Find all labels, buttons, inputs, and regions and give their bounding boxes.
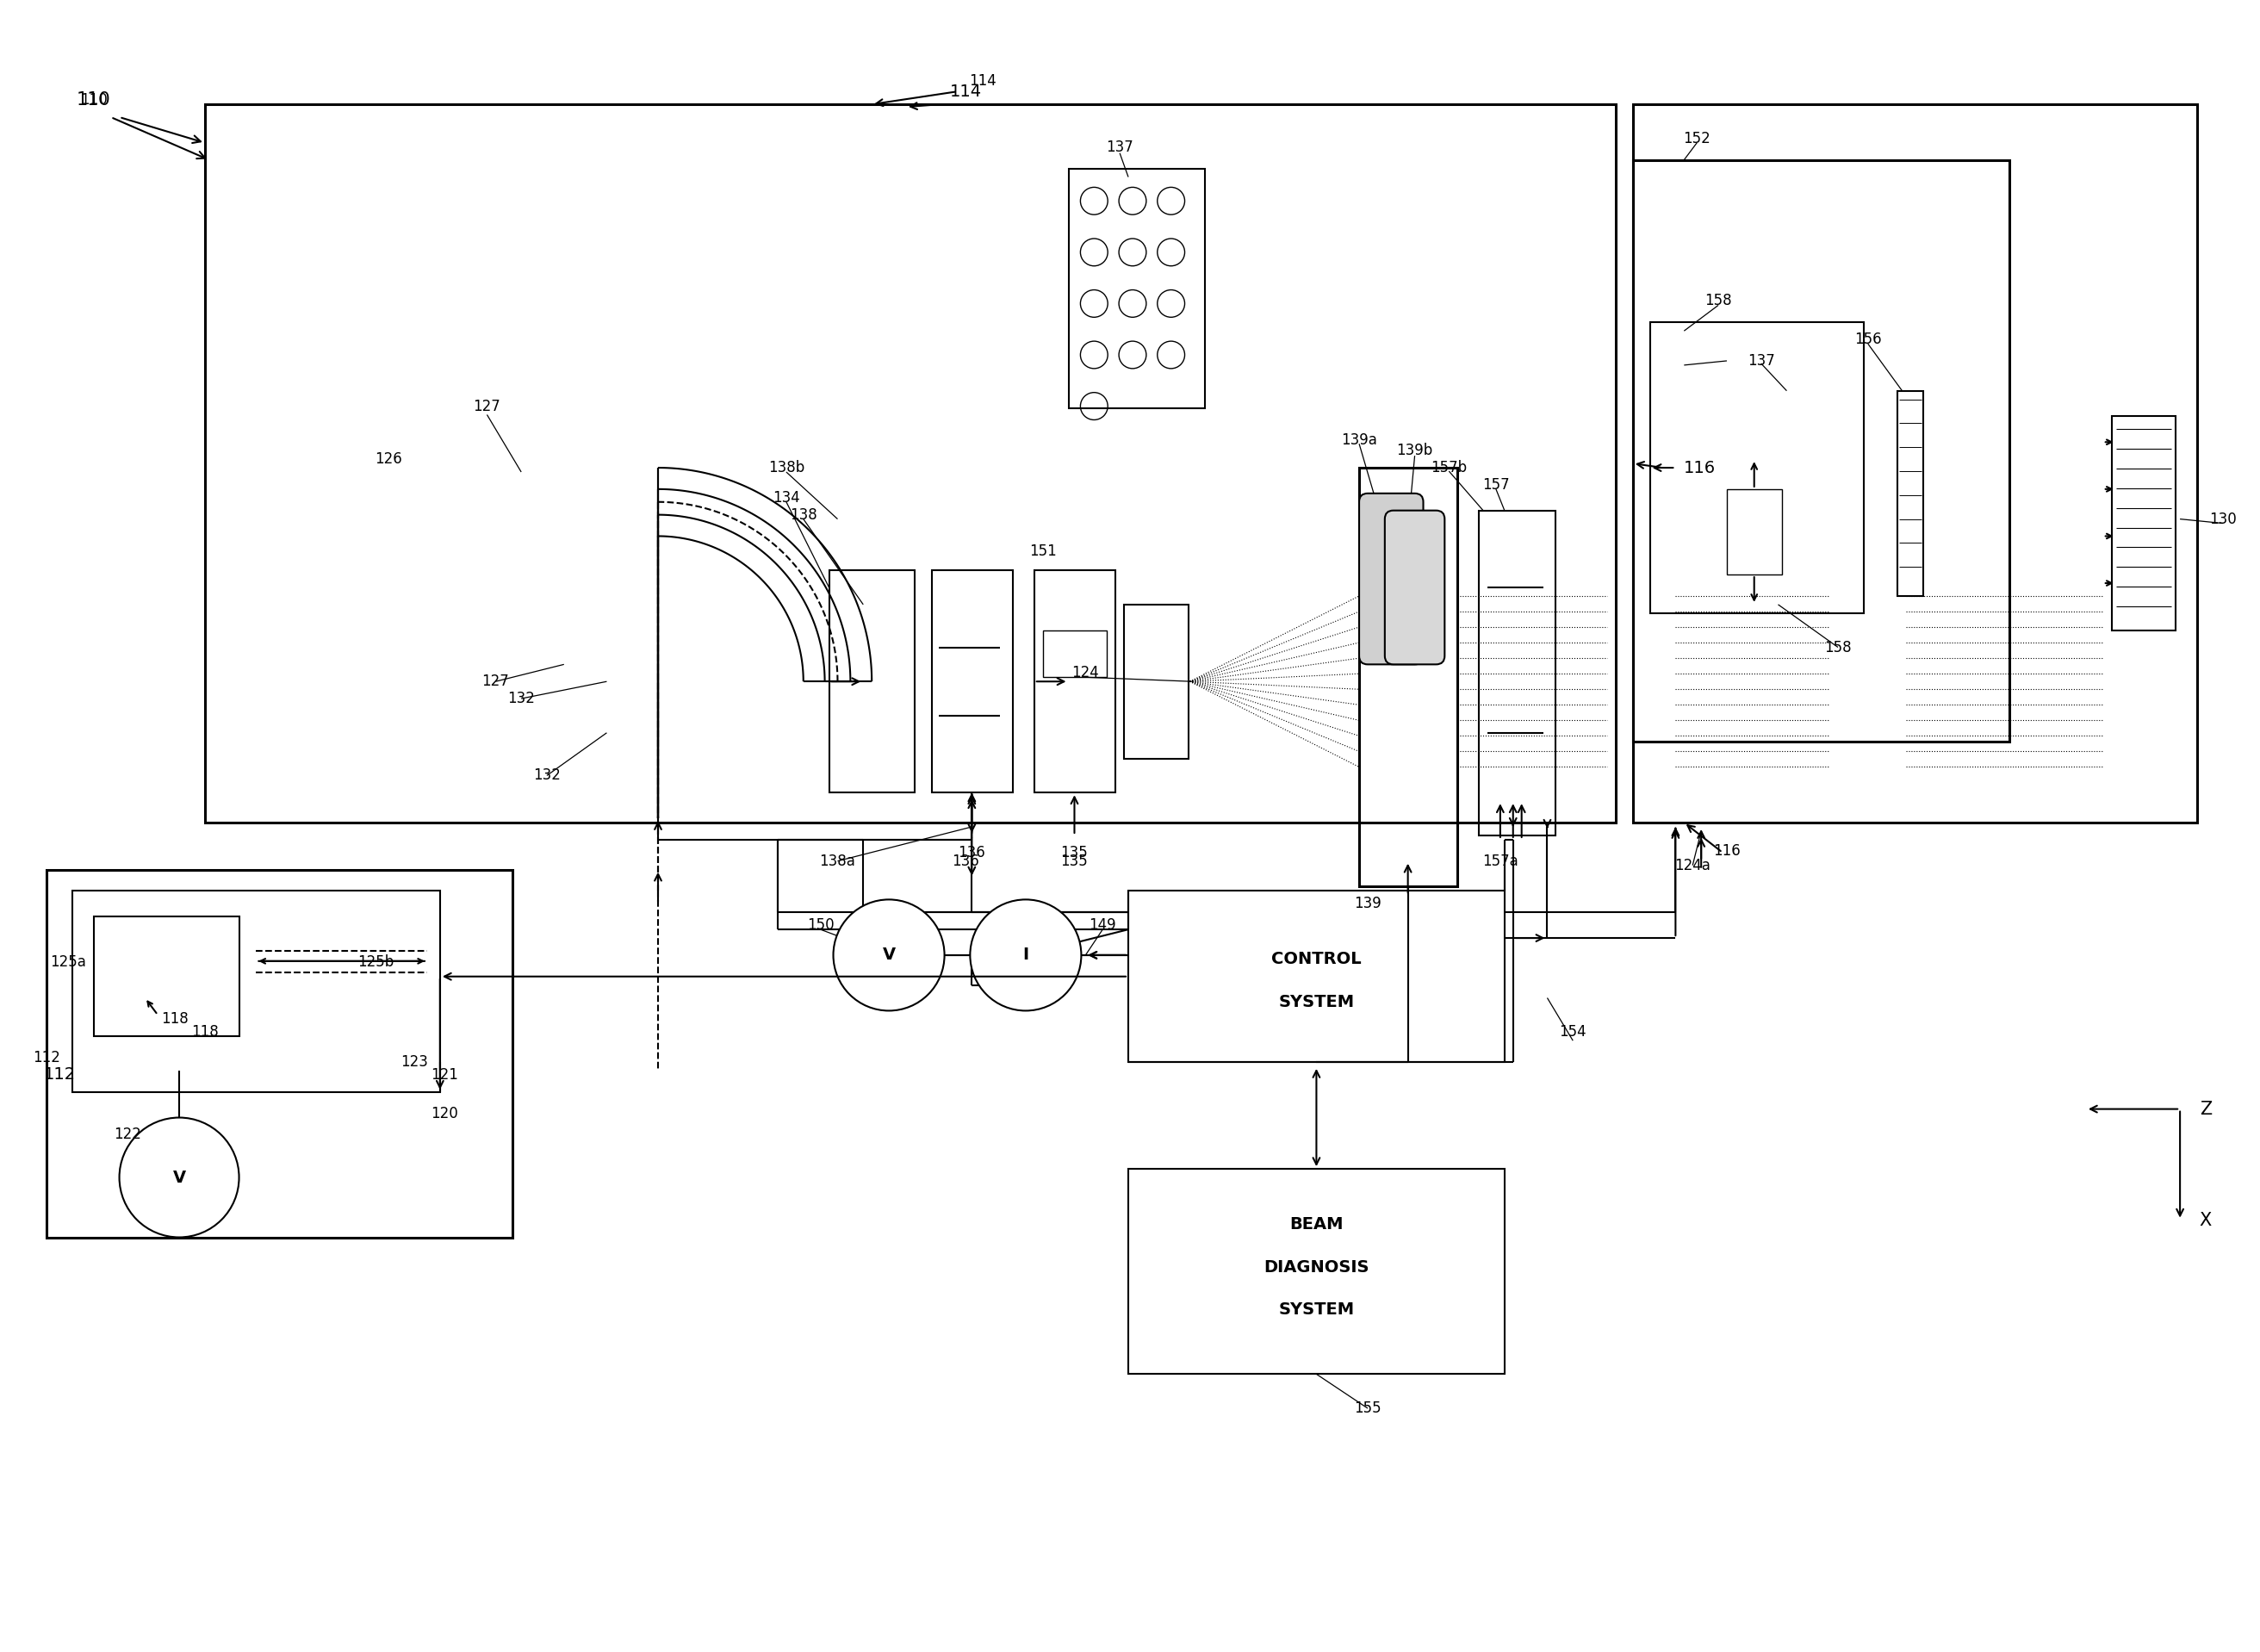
Text: 136: 136 — [958, 844, 985, 861]
Text: 125a: 125a — [50, 955, 86, 970]
Circle shape — [834, 900, 945, 1011]
Text: 121: 121 — [429, 1067, 459, 1082]
Text: 156: 156 — [1853, 332, 1883, 347]
Text: I: I — [1022, 947, 1028, 963]
Text: BEAM: BEAM — [1290, 1216, 1342, 1232]
Text: 158: 158 — [1824, 639, 1851, 656]
Text: 120: 120 — [432, 1105, 459, 1122]
Text: 152: 152 — [1684, 131, 1711, 147]
Text: 135: 135 — [1060, 854, 1087, 869]
Text: 132: 132 — [508, 691, 536, 707]
Bar — [1358, 468, 1458, 887]
Text: 116: 116 — [1684, 459, 1715, 476]
Bar — [1632, 160, 2009, 742]
Bar — [1650, 322, 1864, 613]
Text: 139a: 139a — [1340, 433, 1376, 448]
Text: 110: 110 — [77, 91, 111, 109]
Bar — [2111, 416, 2176, 629]
Text: 125b: 125b — [357, 955, 393, 970]
Text: 137: 137 — [1747, 354, 1774, 368]
Text: Z: Z — [2199, 1100, 2213, 1118]
Bar — [1128, 890, 1505, 1062]
Bar — [829, 570, 915, 793]
Text: 138: 138 — [789, 507, 818, 522]
Text: SYSTEM: SYSTEM — [1279, 995, 1354, 1011]
Text: 110: 110 — [79, 93, 108, 107]
Text: 137: 137 — [1105, 139, 1135, 155]
Text: 127: 127 — [472, 398, 502, 415]
Bar — [1035, 570, 1116, 793]
Text: V: V — [881, 947, 895, 963]
Text: 114: 114 — [949, 83, 981, 99]
Text: 138a: 138a — [820, 854, 857, 869]
Bar — [1069, 169, 1205, 408]
Text: 126: 126 — [375, 451, 402, 468]
Text: 139: 139 — [1354, 895, 1381, 912]
Bar — [72, 890, 441, 1092]
Bar — [93, 917, 240, 1036]
Text: 130: 130 — [2208, 510, 2237, 527]
Text: 118: 118 — [160, 1011, 188, 1028]
Text: 139b: 139b — [1397, 443, 1433, 458]
Text: 118: 118 — [192, 1024, 219, 1039]
Bar — [931, 570, 1012, 793]
Text: 122: 122 — [115, 1127, 142, 1143]
Bar — [206, 104, 1616, 823]
Text: 150: 150 — [807, 917, 834, 933]
Text: DIAGNOSIS: DIAGNOSIS — [1263, 1259, 1370, 1275]
Bar — [1478, 510, 1555, 836]
Text: V: V — [172, 1170, 185, 1186]
Bar — [1128, 1170, 1505, 1374]
Text: CONTROL: CONTROL — [1272, 952, 1361, 968]
Bar — [1898, 392, 1923, 596]
Text: 124: 124 — [1071, 666, 1098, 681]
Text: 132: 132 — [533, 768, 560, 783]
FancyBboxPatch shape — [1358, 494, 1424, 664]
Bar — [1632, 104, 2197, 823]
Text: X: X — [2199, 1211, 2213, 1229]
Text: 154: 154 — [1559, 1024, 1587, 1039]
Text: 114: 114 — [970, 73, 997, 89]
Text: 135: 135 — [1060, 844, 1087, 861]
Text: 124a: 124a — [1675, 857, 1711, 874]
Circle shape — [970, 900, 1080, 1011]
Bar — [1042, 629, 1107, 677]
Text: 116: 116 — [1713, 843, 1740, 859]
Text: 151: 151 — [1028, 544, 1055, 560]
Text: 157b: 157b — [1431, 459, 1467, 476]
Text: 112: 112 — [43, 1067, 75, 1084]
Text: 149: 149 — [1089, 917, 1116, 933]
FancyBboxPatch shape — [1385, 510, 1444, 664]
Text: 134: 134 — [773, 491, 800, 506]
Bar — [1727, 489, 1783, 575]
Text: 157a: 157a — [1483, 854, 1519, 869]
Text: 127: 127 — [481, 674, 509, 689]
Text: 157: 157 — [1483, 477, 1510, 492]
Text: 155: 155 — [1354, 1401, 1381, 1416]
Text: 136: 136 — [951, 854, 979, 869]
Text: SYSTEM: SYSTEM — [1279, 1302, 1354, 1318]
Text: 138b: 138b — [768, 459, 805, 476]
Bar — [1123, 605, 1189, 758]
Text: 123: 123 — [400, 1054, 427, 1070]
Text: 158: 158 — [1704, 294, 1731, 309]
Circle shape — [120, 1118, 240, 1237]
Text: 112: 112 — [34, 1051, 61, 1066]
Bar — [47, 869, 513, 1237]
